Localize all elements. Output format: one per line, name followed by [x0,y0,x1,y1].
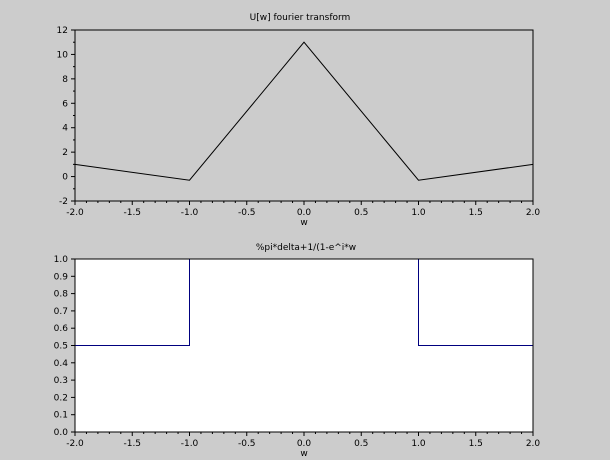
y-tick-label: 0.1 [54,411,68,421]
series-line [75,259,190,346]
x-tick-label: 0.0 [297,208,312,218]
x-tick-label: -1.0 [181,439,199,449]
axes: -2.0 -1.5 -1.0 -0.5 0.0 0.5 1.0 1.5 2.0 0.0 0.1 0.2… [54,255,541,449]
axes: -2.0 -1.5 -1.0 -0.5 0.0 0.5 1.0 1.5 2.0 -2 0 2 4 6 8 10… [57,26,541,218]
x-tick-label: 2.0 [526,439,541,449]
x-tick-label: 0.0 [297,439,312,449]
x-tick-label: 0.5 [354,208,368,218]
y-tick-label: 0.2 [54,393,68,403]
y-tick-label: 8 [62,75,68,85]
y-tick-label: 0.0 [54,428,69,438]
x-tick-label: 0.5 [354,439,368,449]
y-tick-label: -2 [59,197,68,207]
y-tick-label: 0.6 [54,324,69,334]
x-tick-label: 1.5 [469,439,483,449]
y-tick-label: 0.9 [54,272,69,282]
y-tick-label: 2 [62,148,68,158]
series-group [74,41,534,181]
series-group [75,259,533,346]
y-tick-label: 0 [62,173,68,183]
x-tick-label: 1.5 [469,208,483,218]
series-line [418,259,533,346]
x-tick-label: 1.0 [411,439,426,449]
plot-area [75,30,533,201]
y-tick-label: 0.8 [54,290,69,300]
x-tick-label: -2.0 [66,208,84,218]
y-tick-label: 0.5 [54,342,68,352]
chart-title: %pi*delta+1/(1-e^i*w [256,243,356,253]
plot-fourier-transform: -2.0 -1.5 -1.0 -0.5 0.0 0.5 1.0 1.5 2.0 -2 0 2 4 6 8 10… [57,13,541,228]
y-tick-label: 12 [57,26,68,36]
x-tick-label: 1.0 [411,208,426,218]
y-tick-label: 10 [57,50,69,60]
x-axis-label: w [300,218,307,228]
x-tick-label: -1.5 [123,208,141,218]
x-tick-label: 2.0 [526,208,541,218]
plot-delta-expression: -2.0 -1.5 -1.0 -0.5 0.0 0.5 1.0 1.5 2.0 0.0 0.1 0.2… [54,243,541,459]
y-tick-label: 0.4 [54,359,69,369]
chart-title: U[w] fourier transform [250,13,351,23]
series-line [74,41,534,181]
y-tick-label: 1.0 [54,255,69,265]
x-tick-label: -0.5 [238,439,256,449]
y-tick-label: 0.3 [54,376,68,386]
y-tick-label: 0.7 [54,307,68,317]
x-tick-label: -1.0 [181,208,199,218]
y-tick-label: 4 [62,124,68,134]
x-tick-label: -1.5 [123,439,141,449]
x-axis-label: w [300,449,307,459]
y-tick-label: 6 [62,99,68,109]
x-tick-label: -0.5 [238,208,256,218]
x-tick-label: -2.0 [66,439,84,449]
